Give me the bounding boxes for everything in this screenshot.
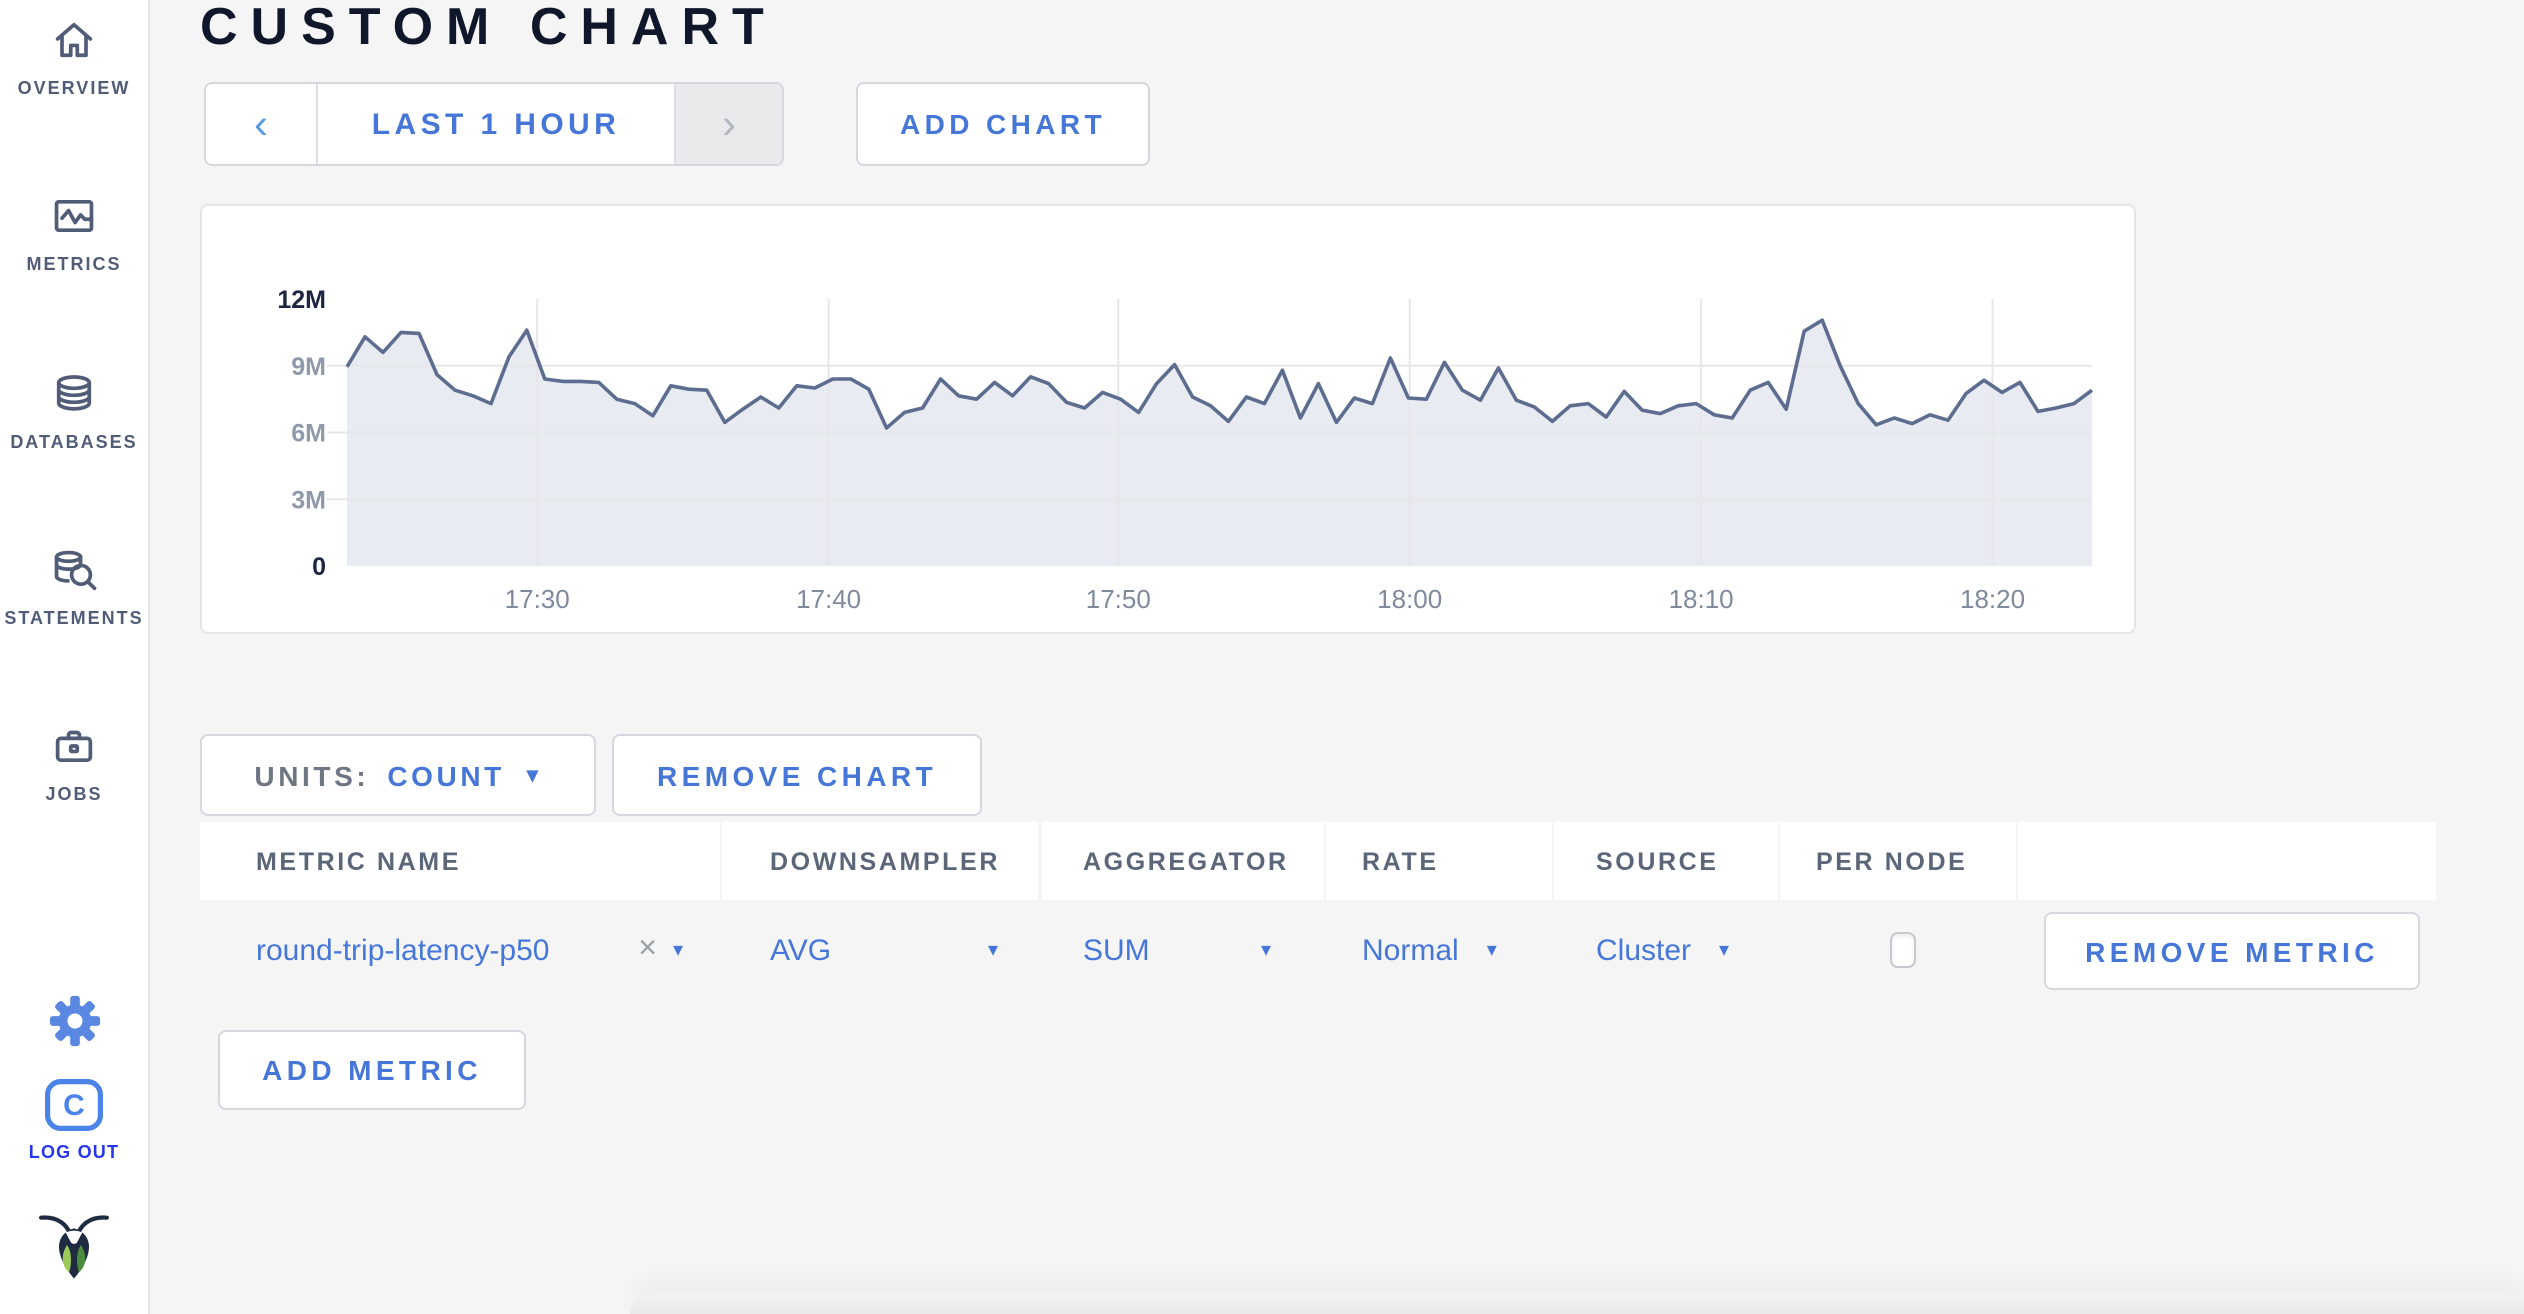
chevron-down-icon: ▾: [1486, 940, 1497, 962]
column-header-metric-name: METRIC NAME: [200, 822, 719, 900]
briefcase-icon: [50, 722, 98, 763]
units-value: COUNT: [387, 759, 505, 791]
bottom-sheet-shadow: [630, 1292, 2524, 1314]
column-header-per-node: PER NODE: [1780, 822, 2015, 900]
sidebar-item-label: OVERVIEW: [17, 78, 131, 98]
svg-text:18:10: 18:10: [1669, 584, 1734, 614]
metric-name-value: round-trip-latency-p50: [256, 933, 550, 967]
clear-metric-icon[interactable]: ×: [638, 932, 657, 966]
sidebar-item-label: METRICS: [26, 254, 122, 274]
svg-text:0: 0: [312, 553, 326, 581]
cockroach-c-logo-icon: C: [44, 1078, 104, 1131]
column-header-actions: [2018, 822, 2435, 900]
svg-text:18:20: 18:20: [1960, 584, 2025, 614]
chevron-down-icon: ▾: [1719, 940, 1730, 962]
time-range-label: LAST 1 HOUR: [371, 107, 621, 141]
downsampler-select[interactable]: AVG ▾: [770, 933, 998, 967]
logout-button[interactable]: C LOG OUT: [0, 1078, 148, 1162]
add-chart-button[interactable]: ADD CHART: [856, 82, 1150, 166]
svg-text:6M: 6M: [291, 420, 326, 448]
sidebar-item-databases[interactable]: DATABASES: [0, 370, 148, 452]
chevron-down-icon: ▾: [672, 940, 683, 962]
per-node-cell: [1780, 904, 2015, 996]
sidebar-item-statements[interactable]: STATEMENTS: [0, 546, 148, 628]
chevron-right-icon: ›: [722, 101, 736, 147]
chart-card: 12M 9M 6M 3M 0 17:30 17:40 17:50 18:00 18:10 18:20: [200, 204, 2136, 634]
svg-text:3M: 3M: [291, 486, 326, 514]
metric-name-select[interactable]: round-trip-latency-p50 × ▾: [200, 904, 719, 996]
svg-text:17:30: 17:30: [505, 584, 570, 614]
per-node-checkbox[interactable]: [1890, 932, 1916, 968]
sidebar-item-overview[interactable]: OVERVIEW: [0, 16, 148, 98]
time-range-dropdown[interactable]: LAST 1 HOUR: [318, 84, 674, 164]
metrics-table-header: METRIC NAME DOWNSAMPLER AGGREGATOR RATE …: [200, 822, 2435, 900]
sidebar-item-label: JOBS: [45, 784, 103, 804]
units-dropdown[interactable]: UNITS: COUNT ▾: [200, 734, 596, 816]
gear-icon: [47, 994, 101, 1047]
svg-text:9M: 9M: [291, 353, 326, 381]
metric-table-row: round-trip-latency-p50 × ▾ AVG ▾ SUM ▾ N…: [200, 904, 2435, 996]
remove-metric-button[interactable]: REMOVE METRIC: [2044, 912, 2420, 990]
logout-label: LOG OUT: [28, 1142, 120, 1162]
cockroach-bug-icon: [32, 1208, 116, 1279]
remove-chart-button[interactable]: REMOVE CHART: [612, 734, 982, 816]
svg-text:17:50: 17:50: [1086, 584, 1151, 614]
svg-text:12M: 12M: [277, 286, 326, 314]
column-header-downsampler: DOWNSAMPLER: [722, 822, 1038, 900]
svg-text:18:00: 18:00: [1377, 584, 1442, 614]
rate-select[interactable]: Normal ▾: [1362, 933, 1497, 967]
svg-text:17:40: 17:40: [796, 584, 861, 614]
page-title: CUSTOM CHART: [200, 0, 777, 56]
add-metric-button[interactable]: ADD METRIC: [218, 1030, 526, 1110]
chevron-left-icon: ‹: [254, 101, 268, 147]
home-icon: [50, 16, 98, 58]
sidebar: OVERVIEW METRICS DATABASES: [0, 0, 150, 1314]
timeseries-area-chart[interactable]: 12M 9M 6M 3M 0 17:30 17:40 17:50 18:00 18:10 18:20: [202, 206, 2134, 632]
time-range-selector: ‹ LAST 1 HOUR ›: [204, 82, 784, 166]
source-select[interactable]: Cluster ▾: [1596, 933, 1730, 967]
time-range-prev-button[interactable]: ‹: [206, 84, 318, 164]
chevron-down-icon: ▾: [526, 764, 542, 788]
column-header-rate: RATE: [1326, 822, 1551, 900]
database-search-icon: [50, 546, 98, 591]
sidebar-item-jobs[interactable]: JOBS: [0, 722, 148, 804]
sidebar-item-label: STATEMENTS: [4, 608, 144, 628]
units-label: UNITS:: [254, 759, 370, 791]
metrics-chart-icon: [50, 192, 98, 233]
sidebar-item-label: DATABASES: [10, 432, 138, 452]
chevron-down-icon: ▾: [1260, 940, 1271, 962]
column-header-aggregator: AGGREGATOR: [1041, 822, 1323, 900]
database-icon: [50, 370, 98, 411]
aggregator-select[interactable]: SUM ▾: [1083, 933, 1271, 967]
time-range-next-button[interactable]: ›: [674, 84, 782, 164]
sidebar-item-metrics[interactable]: METRICS: [0, 192, 148, 274]
svg-text:C: C: [63, 1089, 85, 1122]
column-header-source: SOURCE: [1554, 822, 1777, 900]
chevron-down-icon: ▾: [987, 940, 998, 962]
cockroach-bug-logo: [0, 1208, 148, 1282]
settings-button[interactable]: [0, 994, 148, 1048]
